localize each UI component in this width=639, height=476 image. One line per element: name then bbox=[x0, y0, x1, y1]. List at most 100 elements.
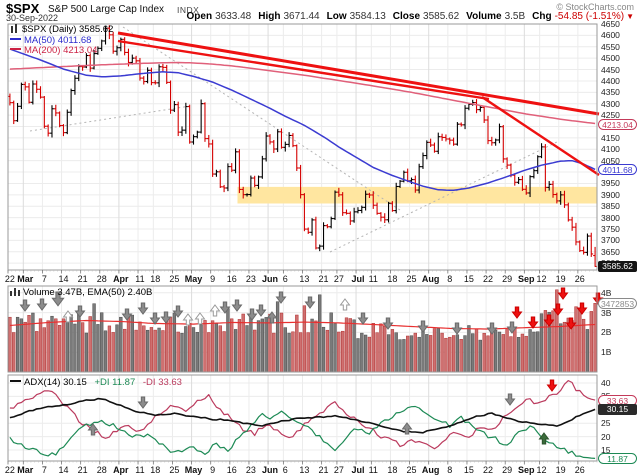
adx-axis-tick: 40 bbox=[601, 378, 611, 388]
ma50-line bbox=[9, 48, 596, 192]
quote-close-value: 3585.62 bbox=[423, 11, 460, 22]
svg-text:Apr: Apr bbox=[113, 465, 129, 475]
svg-text:18: 18 bbox=[150, 274, 160, 284]
quote-bar: Open 3633.48 High 3671.44 Low 3584.13 Close 358… bbox=[180, 11, 634, 22]
svg-text:Jul: Jul bbox=[351, 465, 364, 475]
svg-text:11: 11 bbox=[135, 465, 144, 475]
adx-axis-tick: 15 bbox=[601, 445, 611, 455]
price-axis-tick: 4600 bbox=[601, 30, 620, 41]
price-plot-icon bbox=[11, 24, 17, 33]
quote-low-label: Low bbox=[326, 11, 347, 22]
svg-text:28: 28 bbox=[97, 465, 107, 475]
svg-text:8: 8 bbox=[447, 465, 452, 475]
adx-arrows bbox=[87, 379, 558, 445]
adx-line bbox=[9, 397, 596, 434]
price-bars bbox=[8, 25, 597, 267]
svg-text:11: 11 bbox=[135, 274, 144, 284]
price-axis-tick: 4050 bbox=[601, 155, 620, 166]
adx-dash-icon bbox=[10, 380, 21, 383]
adx-axis-tick: 25 bbox=[601, 418, 611, 429]
chart-date: 30-Sep-2022 bbox=[6, 13, 59, 23]
volume-value-badge: 3472853 bbox=[598, 298, 637, 309]
svg-text:Jun: Jun bbox=[262, 274, 278, 284]
svg-text:21: 21 bbox=[78, 465, 88, 475]
svg-text:29: 29 bbox=[502, 274, 512, 284]
svg-text:16: 16 bbox=[227, 465, 237, 475]
svg-text:11: 11 bbox=[369, 465, 378, 475]
svg-text:6: 6 bbox=[283, 274, 288, 284]
svg-text:27: 27 bbox=[334, 465, 344, 475]
svg-text:6: 6 bbox=[283, 465, 288, 475]
chg-down-triangle-icon: ▼ bbox=[626, 12, 634, 21]
svg-text:21: 21 bbox=[319, 274, 329, 284]
svg-text:25: 25 bbox=[169, 465, 179, 475]
svg-text:25: 25 bbox=[406, 465, 416, 475]
svg-text:Jul: Jul bbox=[351, 274, 364, 284]
svg-text:11: 11 bbox=[369, 274, 378, 284]
svg-text:25: 25 bbox=[169, 274, 179, 284]
quote-volume-label: Volume bbox=[466, 11, 502, 22]
svg-text:12: 12 bbox=[537, 274, 547, 284]
svg-text:18: 18 bbox=[387, 274, 397, 284]
svg-text:21: 21 bbox=[319, 465, 329, 475]
price-value-badge: 4213.04 bbox=[598, 119, 637, 130]
price-legend-label: $SPX (Daily) 3585.62 bbox=[22, 24, 114, 35]
price-axis-tick: 4300 bbox=[601, 98, 620, 109]
svg-text:Mar: Mar bbox=[17, 465, 34, 475]
quote-volume-value: 3.5B bbox=[504, 11, 526, 22]
price-axis-tick: 4250 bbox=[601, 110, 620, 121]
svg-text:Jun: Jun bbox=[262, 465, 278, 475]
symbol: $SPX bbox=[6, 1, 40, 16]
price-axis-tick: 3900 bbox=[601, 189, 620, 200]
price-axis-tick: 4450 bbox=[601, 64, 620, 75]
svg-text:26: 26 bbox=[575, 274, 585, 284]
quote-open-value: 3633.48 bbox=[215, 11, 252, 22]
svg-text:28: 28 bbox=[97, 274, 107, 284]
plus-di-line bbox=[9, 405, 596, 459]
svg-text:Aug: Aug bbox=[422, 465, 440, 475]
volume-ema-line bbox=[9, 319, 596, 330]
svg-text:16: 16 bbox=[227, 274, 237, 284]
svg-text:23: 23 bbox=[246, 465, 256, 475]
price-value-badge: 4011.68 bbox=[598, 164, 637, 175]
svg-text:Sep: Sep bbox=[518, 274, 535, 284]
svg-text:13: 13 bbox=[299, 465, 309, 475]
svg-text:May: May bbox=[185, 465, 203, 475]
symbol-name: S&P 500 Large Cap Index bbox=[48, 4, 165, 15]
volume-axis-tick: 4B bbox=[601, 287, 612, 298]
svg-text:7: 7 bbox=[42, 274, 47, 284]
svg-text:9: 9 bbox=[210, 465, 215, 475]
price-axis-tick: 3850 bbox=[601, 201, 620, 212]
price-axis-tick: 4550 bbox=[601, 41, 620, 52]
volume-icon bbox=[10, 288, 20, 296]
adx-axis-tick: 20 bbox=[601, 431, 611, 442]
adx-value-badge: 30.15 bbox=[598, 404, 637, 415]
minus-di-line bbox=[9, 380, 596, 450]
quote-chg-value: -54.85 (-1.51%) bbox=[554, 11, 625, 22]
quote-open-label: Open bbox=[186, 11, 213, 22]
x-axis-labels-top: 22 Mar 7 14 21 28 Apr 11 18 25 May 9 16 23 Jun 6 13 21 27 J… bbox=[5, 270, 598, 284]
price-axis-tick: 4350 bbox=[601, 87, 620, 98]
price-axis-tick: 3800 bbox=[601, 212, 620, 223]
svg-text:19: 19 bbox=[556, 274, 566, 284]
svg-text:21: 21 bbox=[78, 274, 88, 284]
quote-low-value: 3584.13 bbox=[349, 11, 386, 22]
ma50-legend-label: MA(50) 4011.68 bbox=[24, 35, 92, 46]
price-axis-tick: 3700 bbox=[601, 235, 620, 246]
quote-chg-label: Chg bbox=[532, 11, 552, 22]
svg-text:Apr: Apr bbox=[113, 274, 129, 284]
price-value-badge: 3585.62 bbox=[598, 261, 637, 272]
price-axis-tick: 3650 bbox=[601, 246, 620, 257]
quote-close-label: Close bbox=[392, 11, 421, 22]
svg-text:May: May bbox=[185, 274, 203, 284]
svg-text:18: 18 bbox=[387, 465, 397, 475]
svg-text:22: 22 bbox=[5, 465, 15, 475]
ma200-legend-label: MA(200) 4213.04 bbox=[24, 45, 98, 56]
svg-text:15: 15 bbox=[464, 465, 474, 475]
volume-axis-tick: 3B bbox=[601, 307, 612, 318]
ma200-legend: MA(200) 4213.04 bbox=[10, 45, 97, 56]
adx-legend: ADX(14) 30.15 +DI 11.87 -DI 33.63 bbox=[10, 377, 182, 388]
volume-legend: Volume 3.47B, EMA(50) 2.40B bbox=[10, 287, 152, 298]
svg-text:27: 27 bbox=[334, 274, 344, 284]
